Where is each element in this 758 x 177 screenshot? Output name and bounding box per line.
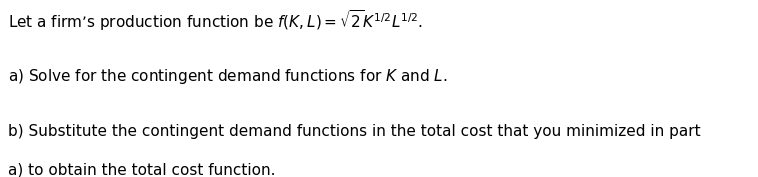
Text: Let a firm’s production function be $f(K, L) = \sqrt{2}K^{1/2}L^{1/2}$.: Let a firm’s production function be $f(K… xyxy=(8,8,423,33)
Text: a) to obtain the total cost function.: a) to obtain the total cost function. xyxy=(8,163,275,177)
Text: a) Solve for the contingent demand functions for $K$ and $L$.: a) Solve for the contingent demand funct… xyxy=(8,67,447,86)
Text: b) Substitute the contingent demand functions in the total cost that you minimiz: b) Substitute the contingent demand func… xyxy=(8,124,700,139)
